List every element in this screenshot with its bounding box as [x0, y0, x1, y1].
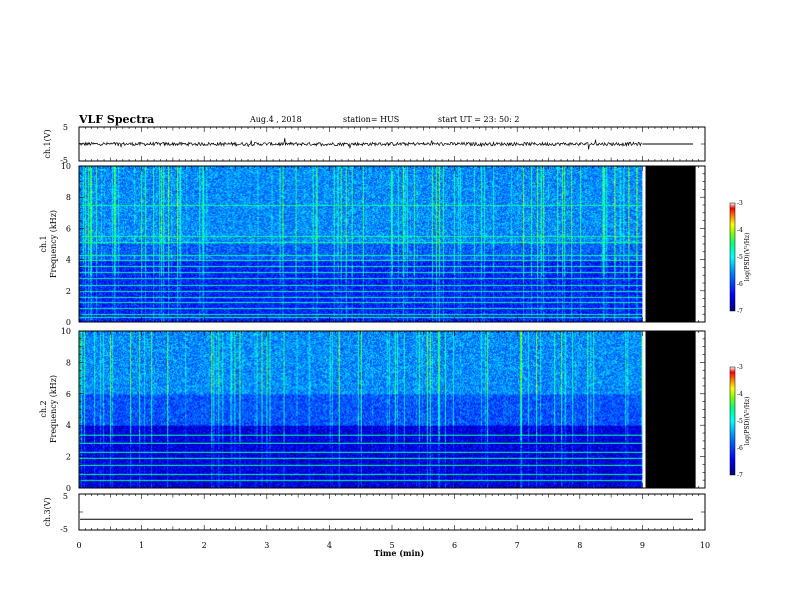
ch2-no-data-block [645, 331, 696, 488]
ch1-waveform-panel: 5 -5 ch.1(V) [43, 123, 706, 165]
ch2-colorbar-tick: -4 [737, 391, 743, 398]
ch2-spectrogram-heatmap [79, 331, 643, 488]
ch2-spec-ytick-label: 10 [61, 327, 71, 336]
ch1-colorbar-tick: -5 [737, 254, 743, 261]
x-tick-label: 6 [452, 541, 457, 550]
date-label: Aug.4 , 2018 [249, 115, 302, 124]
ch2-colorbar-tick: -7 [737, 472, 743, 479]
ch1-colorbar-tick: -4 [737, 227, 743, 234]
x-tick-label: 2 [202, 541, 207, 550]
x-tick-label: 9 [640, 541, 645, 550]
ch1-colorbar-bar [729, 202, 736, 312]
ch1-spectrogram-panel: 0 2 4 6 8 10 ch.1 Frequency (kHz) [39, 162, 706, 327]
ch2-spec-ytick-label: 0 [66, 484, 71, 493]
ch2-colorbar-tick: -5 [737, 418, 743, 425]
station-label: station= HUS [343, 115, 399, 124]
ch2-spec-ytick-label: 4 [66, 421, 71, 430]
ch3-ytick-bottom: -5 [60, 525, 68, 534]
ch2-spectrogram-panel: 0 2 4 6 8 10 ch.2 Frequency (kHz) [39, 327, 706, 493]
ch2-colorbar-label: log(PSD)(V²/Hz) [744, 397, 751, 446]
ch1-ytick-top: 5 [63, 123, 68, 132]
ch2-spec-ytick-label: 2 [66, 453, 71, 462]
x-tick-label: 10 [700, 541, 710, 550]
ch1-colorbar: -3 -4 -5 -6 -7 log(PSD)(V²/Hz) [729, 200, 751, 315]
x-tick-label: 5 [389, 541, 394, 550]
ch3-ylabel: ch.3(V) [43, 497, 52, 526]
ch2-spec-ytick-label: 8 [66, 358, 71, 367]
ch2-spec-ytick-label: 6 [66, 390, 71, 399]
start-time-label: start UT = 23: 50: 2 [438, 115, 519, 124]
ch1-spec-ytick-label: 10 [61, 162, 71, 171]
ch2-spec-ylabel-channel: ch.2 [39, 400, 48, 417]
x-tick-label: 0 [76, 541, 81, 550]
x-tick-label: 3 [264, 541, 269, 550]
ch1-colorbar-tick: -6 [737, 281, 743, 288]
figure-title: VLF Spectra [78, 113, 154, 126]
ch3-ytick-top: 5 [63, 492, 68, 501]
ch1-spec-ytick-label: 8 [66, 193, 71, 202]
ch1-spec-ylabel-channel: ch.1 [39, 235, 48, 252]
x-tick-label: 8 [577, 541, 582, 550]
ch1-colorbar-tick: -3 [737, 200, 743, 207]
x-tick-label: 4 [327, 541, 332, 550]
ch1-colorbar-tick: -7 [737, 308, 743, 315]
ch1-spectrogram-heatmap [79, 166, 643, 322]
x-tick-label: 1 [139, 541, 144, 550]
ch2-spec-ylabel-frequency: Frequency (kHz) [49, 375, 58, 443]
ch1-colorbar-label: log(PSD)(V²/Hz) [744, 233, 751, 282]
ch2-colorbar-tick: -3 [737, 364, 743, 371]
x-axis-label: Time (min) [374, 548, 424, 558]
ch1-spec-ylabel-frequency: Frequency (kHz) [49, 210, 58, 278]
ch1-spec-ytick-label: 2 [66, 287, 71, 296]
ch1-waveform-line [79, 137, 642, 150]
ch1-ylabel: ch.1(V) [43, 129, 52, 158]
x-tick-label: 7 [515, 541, 520, 550]
ch1-no-data-block [645, 166, 696, 322]
ch2-colorbar-bar [729, 366, 736, 476]
ch1-ytick-bottom: -5 [60, 156, 68, 165]
ch2-colorbar-tick: -6 [737, 445, 743, 452]
ch2-colorbar: -3 -4 -5 -6 -7 log(PSD)(V²/Hz) [729, 364, 751, 479]
ch1-spec-ytick-label: 4 [66, 256, 71, 265]
ch1-spec-ytick-label: 0 [66, 318, 71, 327]
ch1-spec-ytick-label: 6 [66, 224, 71, 233]
ch3-waveform-panel: 5 -5 ch.3(V) [43, 492, 706, 534]
